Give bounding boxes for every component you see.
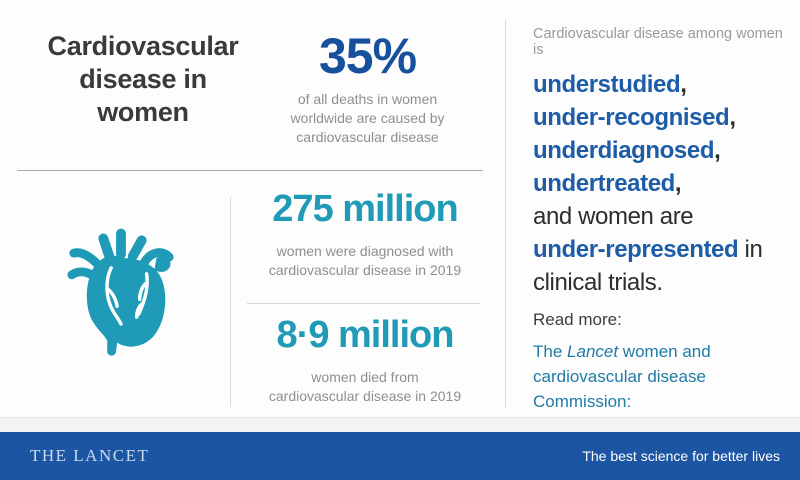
title-line: Cardiovascular (47, 31, 239, 61)
stat-deaths-share: 35% of all deaths in women worldwide are… (255, 28, 480, 147)
divider-horizontal-top (17, 170, 483, 171)
stat-deaths: 8·9 million women died from cardiovascul… (245, 312, 485, 406)
divider-vertical-right (505, 20, 506, 408)
title-line: disease in (79, 64, 207, 94)
stat-description: women died from cardiovascular disease i… (268, 369, 462, 404)
stat-value: 35% (318, 28, 417, 84)
footer-bar: THE LANCET The best science for better l… (0, 432, 800, 480)
lancet-logo: THE LANCET (30, 446, 150, 465)
plain-line: clinical trials. (533, 269, 663, 296)
emphasis-line: undertreated, (533, 170, 682, 197)
stat-description: women were diagnosed with cardiovascular… (268, 243, 462, 278)
panel-intro: Cardiovascular disease among women is (533, 26, 783, 58)
stat-value: 275 million (272, 188, 458, 230)
stat-description: of all deaths in women worldwide are cau… (290, 91, 445, 145)
footer-tagline: The best science for better lives (582, 448, 780, 464)
divider-vertical-middle (230, 197, 231, 407)
read-more-label: Read more: (533, 310, 622, 329)
emphasis-line: under-recognised, (533, 104, 736, 131)
divider-horizontal-stats (247, 303, 480, 304)
emphasis-line: under-represented in (533, 236, 763, 263)
emphasis-line: underdiagnosed, (533, 137, 721, 164)
key-message-panel: Cardiovascular disease among women is un… (533, 26, 795, 299)
emphasis-line: understudied, (533, 71, 687, 98)
anatomical-heart-icon (62, 215, 180, 370)
journal-name-italic: Lancet (567, 342, 619, 361)
page-title: Cardiovascular disease in women (33, 30, 253, 129)
stat-value: 8·9 million (276, 314, 455, 356)
footer-divider-strip (0, 417, 800, 433)
plain-line: and women are (533, 203, 694, 230)
title-line: women (97, 97, 189, 127)
stat-diagnosed: 275 million women were diagnosed with ca… (245, 186, 485, 280)
